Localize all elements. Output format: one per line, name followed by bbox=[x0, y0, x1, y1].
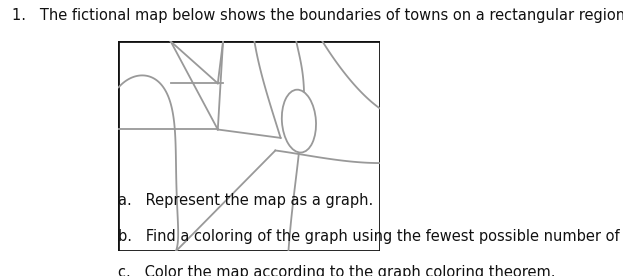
Text: b.   Find a coloring of the graph using the fewest possible number of colors.: b. Find a coloring of the graph using th… bbox=[118, 229, 623, 244]
Ellipse shape bbox=[282, 90, 316, 153]
Text: c.   Color the map according to the graph coloring theorem.: c. Color the map according to the graph … bbox=[118, 265, 556, 276]
Text: 1.   The fictional map below shows the boundaries of towns on a rectangular regi: 1. The fictional map below shows the bou… bbox=[12, 8, 623, 23]
Text: a.   Represent the map as a graph.: a. Represent the map as a graph. bbox=[118, 193, 374, 208]
